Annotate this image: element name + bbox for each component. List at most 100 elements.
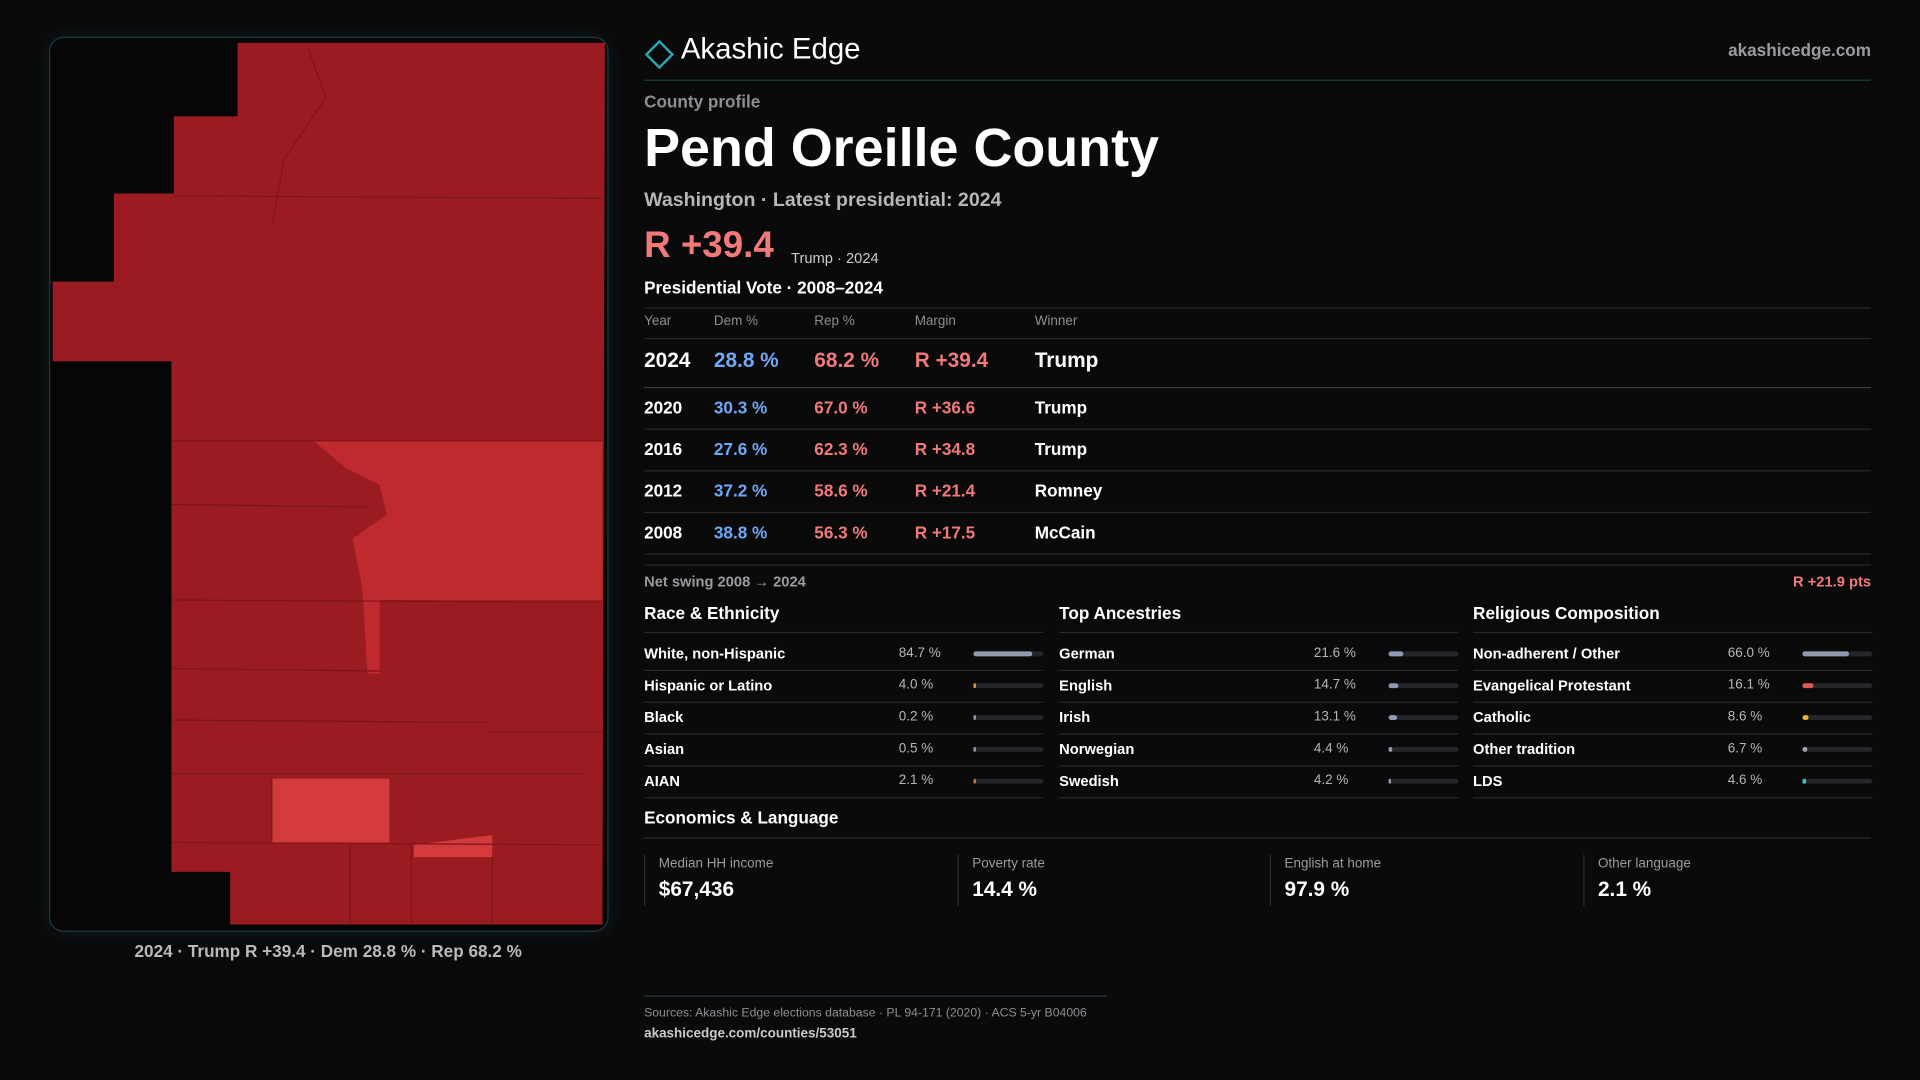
row-value: 6.7 % [1727, 741, 1763, 757]
bar-track [1388, 715, 1459, 720]
map-caption: 2024 · Trump R +39.4 · Dem 28.8 % · Rep … [134, 941, 522, 961]
table-cell: R +34.8 [914, 439, 976, 459]
precinct-lightest [413, 835, 493, 858]
eyebrow: County profile [644, 91, 761, 111]
table-title: Presidential Vote · 2008–2024 [644, 277, 883, 298]
bar-track [1388, 778, 1459, 784]
divider [644, 837, 1872, 839]
divider [1059, 733, 1459, 735]
stat-value: 97.9 % [1284, 877, 1350, 901]
stat-label: English at home [1284, 856, 1382, 872]
table-cell: 2016 [644, 439, 683, 459]
card-border [957, 854, 959, 907]
row-value: 0.2 % [898, 709, 934, 725]
table-cell: Romney [1034, 480, 1103, 501]
divider [644, 564, 1872, 566]
bar [973, 651, 1033, 657]
row-value: 21.6 % [1313, 645, 1356, 661]
divider [644, 995, 1107, 997]
bar-track [1802, 683, 1873, 689]
table-cell: 2024 [644, 348, 691, 373]
bar-track [1388, 746, 1459, 752]
table-cell: 56.3 % [814, 522, 868, 542]
section-title: Economics & Language [644, 807, 839, 828]
divider [644, 511, 1872, 514]
stat-value: 2.1 % [1597, 877, 1652, 901]
swing-label: Net swing 2008 → 2024 [644, 572, 806, 590]
table-cell: 68.2 % [814, 348, 880, 373]
row-label: Irish [1059, 708, 1091, 726]
sources: Sources: Akashic Edge elections database… [644, 1006, 1087, 1020]
divider [644, 386, 1872, 389]
bar [973, 683, 977, 689]
row-label: Non-adherent / Other [1473, 645, 1621, 663]
section-title: Religious Composition [1473, 603, 1660, 623]
column-header: Year [644, 313, 672, 329]
card-border [1269, 854, 1272, 907]
row-label: LDS [1473, 772, 1503, 790]
table-cell: 2008 [644, 522, 683, 542]
bar [1802, 746, 1808, 752]
bar-track [973, 746, 1044, 752]
row-label: AIAN [644, 772, 681, 790]
table-cell: 28.8 % [713, 348, 779, 373]
row-value: 84.7 % [898, 645, 941, 661]
footer-url: akashicedge.com/counties/53051 [644, 1026, 857, 1042]
row-value: 14.7 % [1313, 677, 1356, 693]
bar-track [1802, 746, 1873, 752]
bar [1388, 683, 1399, 689]
bar [1802, 778, 1806, 784]
table-cell: Trump [1034, 397, 1088, 418]
table-cell: 67.0 % [814, 397, 868, 418]
bar [1802, 715, 1809, 720]
row-value: 0.5 % [898, 741, 934, 757]
row-value: 66.0 % [1727, 645, 1770, 661]
divider [1473, 669, 1873, 672]
divider [1473, 701, 1873, 703]
divider [1473, 797, 1873, 799]
divider [644, 470, 1872, 472]
table-cell: R +39.4 [914, 348, 989, 373]
card-border [1583, 854, 1585, 907]
brand-name: Akashic Edge [680, 32, 861, 66]
stat-value: 14.4 % [972, 877, 1038, 901]
column-header: Margin [914, 313, 956, 329]
table-cell: 62.3 % [814, 439, 868, 459]
divider [644, 669, 1044, 672]
row-label: Evangelical Protestant [1473, 676, 1631, 695]
divider [644, 553, 1872, 555]
table-cell: 2020 [644, 397, 683, 418]
row-value: 4.2 % [1313, 773, 1349, 788]
bar-track [1802, 778, 1873, 784]
row-value: 4.4 % [1313, 741, 1349, 757]
table-cell: 58.6 % [814, 480, 868, 501]
row-value: 4.0 % [898, 677, 934, 693]
divider [1059, 631, 1459, 634]
margin-note: Trump · 2024 [791, 249, 879, 267]
table-cell: 37.2 % [713, 480, 768, 501]
table-cell: R +17.5 [914, 522, 976, 542]
table-cell: Trump [1034, 348, 1099, 373]
bar [1388, 778, 1392, 784]
bar [1388, 746, 1392, 752]
table-cell: 38.8 % [713, 522, 768, 542]
divider [1059, 797, 1459, 799]
divider [1473, 631, 1873, 634]
table-cell: McCain [1034, 522, 1096, 542]
bar-track [973, 715, 1044, 720]
divider [644, 337, 1872, 340]
precinct-lightest [271, 778, 390, 843]
stat-label: Other language [1597, 856, 1691, 872]
row-label: Other tradition [1473, 740, 1576, 758]
bar [1388, 715, 1398, 720]
column-header: Winner [1034, 313, 1078, 329]
table-cell: 27.6 % [713, 439, 768, 459]
divider [644, 79, 1872, 81]
row-label: Norwegian [1059, 740, 1135, 758]
section-title: Top Ancestries [1059, 603, 1182, 623]
bar [1388, 651, 1404, 657]
subtitle: Washington · Latest presidential: 2024 [644, 190, 1002, 212]
